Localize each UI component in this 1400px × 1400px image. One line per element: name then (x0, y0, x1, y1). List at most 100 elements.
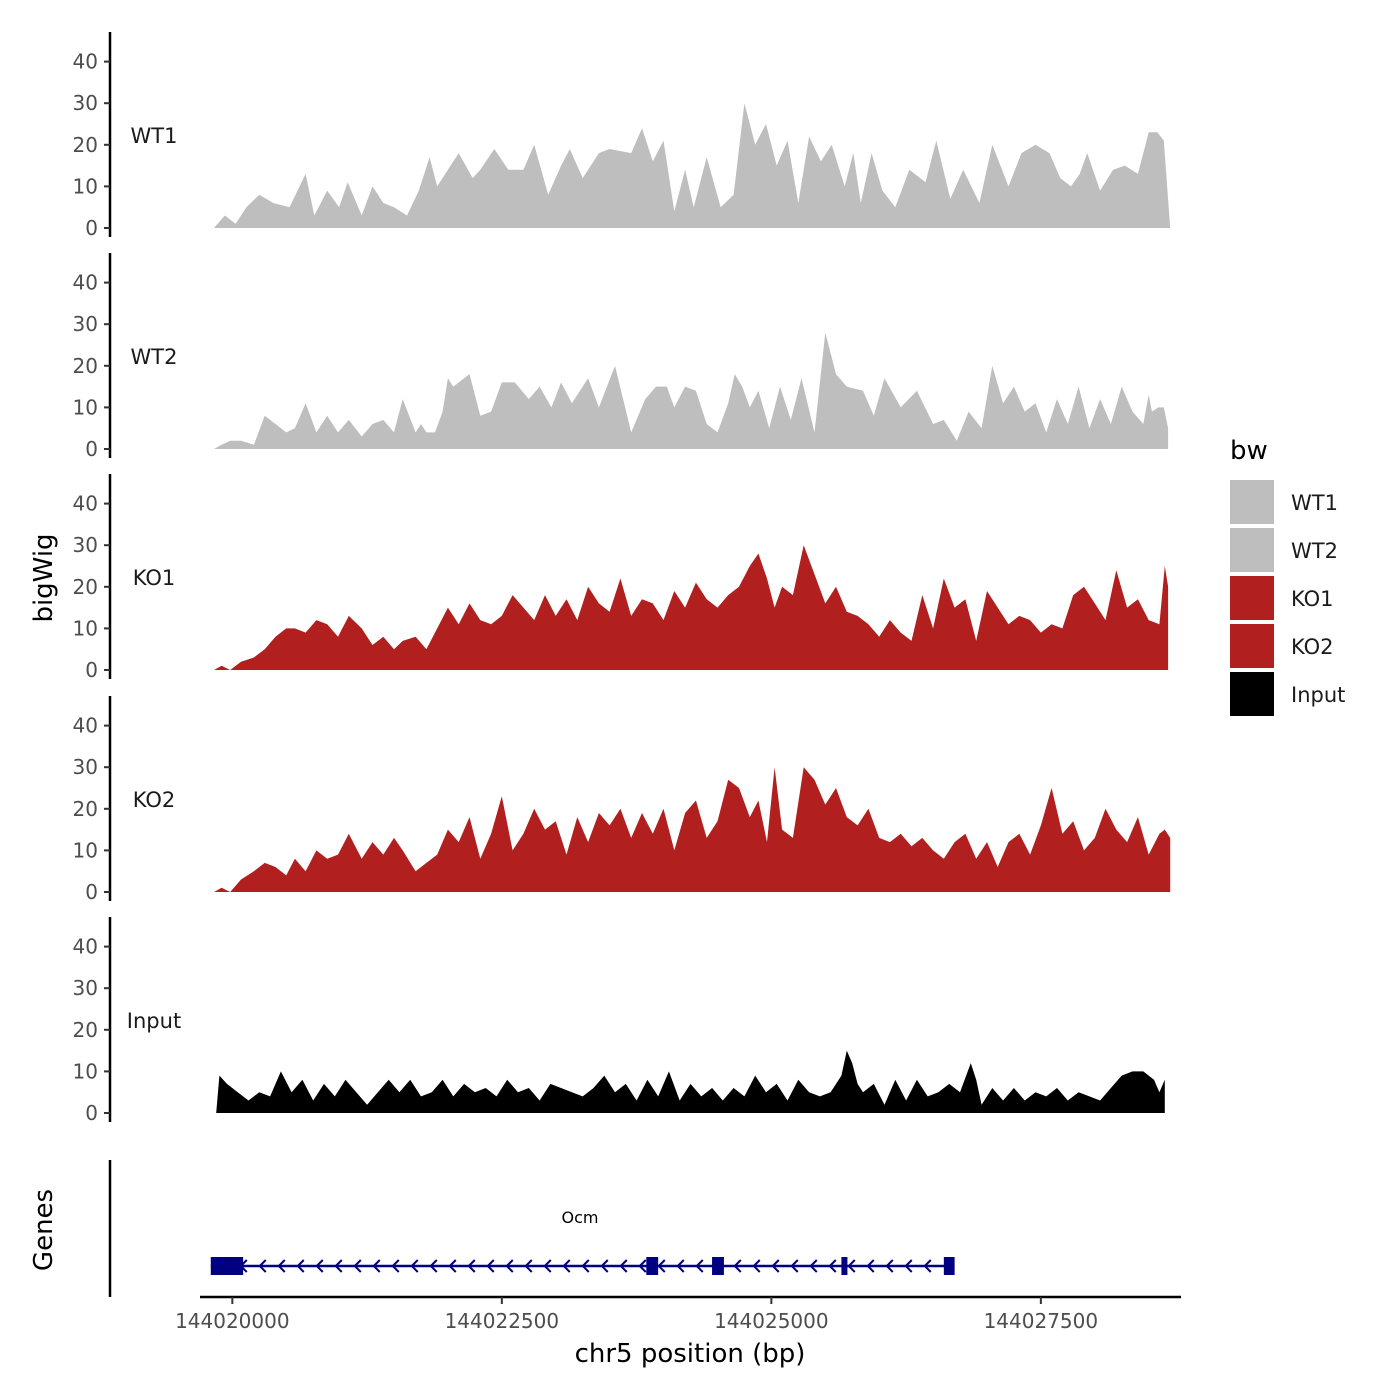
track-label: KO1 (133, 566, 176, 590)
gene-exon (943, 1257, 955, 1275)
strand-arrow (657, 1259, 666, 1273)
strand-arrow (315, 1259, 324, 1273)
legend-label: Input (1291, 683, 1345, 707)
y-tick-label: 30 (73, 976, 98, 1000)
strand-arrow (391, 1259, 400, 1273)
strand-arrow (771, 1259, 780, 1273)
legend-item-ko1: KO1 (1230, 576, 1334, 620)
legend-item-input: Input (1230, 672, 1345, 716)
track-panel-ko2: 0 10 20 30 40 KO2 (73, 696, 1171, 904)
strand-arrow (562, 1259, 571, 1273)
y-tick-label: 30 (73, 312, 98, 336)
track-panel-input: 0 10 20 30 40 Input (73, 917, 1165, 1125)
y-tick-label: 0 (85, 216, 98, 240)
legend-label: WT2 (1291, 539, 1338, 563)
strand-arrow (448, 1259, 457, 1273)
track-panel-ko1: 0 10 20 30 40 KO1 (73, 474, 1169, 682)
track-label: WT1 (131, 124, 178, 148)
strand-arrow (334, 1259, 343, 1273)
legend-title: bw (1230, 436, 1268, 466)
x-tick-label: 144020000 (175, 1309, 290, 1333)
genes-panel-title: Genes (29, 1189, 59, 1271)
y-tick-label: 20 (73, 797, 98, 821)
legend-item-ko2: KO2 (1230, 624, 1334, 668)
legend-swatch (1230, 576, 1274, 620)
strand-arrow (277, 1259, 286, 1273)
strand-arrow (505, 1259, 514, 1273)
strand-arrow (353, 1259, 362, 1273)
gene-exon (210, 1257, 244, 1275)
strand-arrow (638, 1259, 647, 1273)
y-tick-label: 40 (73, 271, 98, 295)
strand-arrow (790, 1259, 799, 1273)
y-tick-label: 20 (73, 1018, 98, 1042)
strand-arrow (429, 1259, 438, 1273)
gene-exon (712, 1257, 724, 1275)
strand-arrow (923, 1259, 932, 1273)
track-panel-wt1: 0 10 20 30 40 WT1 (73, 32, 1171, 240)
x-tick-label: 144027500 (984, 1309, 1099, 1333)
strand-arrow (581, 1259, 590, 1273)
y-tick-label: 40 (73, 714, 98, 738)
legend-item-wt1: WT1 (1230, 480, 1338, 524)
y-tick-label: 30 (73, 755, 98, 779)
strand-arrow (676, 1259, 685, 1273)
y-tick-label: 0 (85, 880, 98, 904)
strand-arrow (847, 1259, 856, 1273)
strand-arrow (543, 1259, 552, 1273)
strand-arrow (809, 1259, 818, 1273)
strand-arrow (733, 1259, 742, 1273)
y-tick-label: 10 (73, 1059, 98, 1083)
gene-name-label: Ocm (562, 1208, 599, 1227)
x-axis-title: chr5 position (bp) (575, 1339, 806, 1369)
y-tick-label: 10 (73, 616, 98, 640)
y-tick-label: 30 (73, 533, 98, 557)
strand-arrow (524, 1259, 533, 1273)
x-tick-label: 144025000 (714, 1309, 829, 1333)
strand-arrow (600, 1259, 609, 1273)
y-tick-label: 0 (85, 658, 98, 682)
track-label: WT2 (131, 345, 178, 369)
legend-swatch (1230, 480, 1274, 524)
strand-arrow (885, 1259, 894, 1273)
strand-arrow (486, 1259, 495, 1273)
signal-area-wt1 (214, 103, 1171, 228)
y-tick-label: 20 (73, 575, 98, 599)
legend: bw WT1 WT2 KO1 KO2 Input (1230, 436, 1345, 716)
signal-area-wt2 (214, 332, 1169, 449)
y-tick-label: 40 (73, 50, 98, 74)
legend-label: WT1 (1291, 491, 1338, 515)
strand-arrow (695, 1259, 704, 1273)
y-tick-label: 10 (73, 395, 98, 419)
y-tick-label: 0 (85, 1101, 98, 1125)
strand-arrow (828, 1259, 837, 1273)
y-tick-label: 40 (73, 935, 98, 959)
strand-arrow (372, 1259, 381, 1273)
y-tick-label: 30 (73, 91, 98, 115)
y-tick-label: 40 (73, 492, 98, 516)
legend-swatch (1230, 624, 1274, 668)
legend-swatch (1230, 528, 1274, 572)
track-label: Input (127, 1009, 181, 1033)
strand-arrow (619, 1259, 628, 1273)
x-tick-label: 144022500 (445, 1309, 560, 1333)
y-tick-label: 10 (73, 174, 98, 198)
y-tick-label: 10 (73, 838, 98, 862)
strand-arrow (258, 1259, 267, 1273)
strand-arrow (467, 1259, 476, 1273)
signal-area-input (216, 1050, 1165, 1113)
legend-label: KO1 (1291, 587, 1334, 611)
y-tick-label: 20 (73, 133, 98, 157)
strand-arrow (752, 1259, 761, 1273)
strand-arrow (410, 1259, 419, 1273)
y-tick-label: 0 (85, 437, 98, 461)
tracks-layer: 0 10 20 30 40 WT1 0 10 20 30 40 WT2 0 10 20 30 40 KO1 0 10 2… (73, 32, 1171, 1125)
strand-arrow (866, 1259, 875, 1273)
y-axis-title: bigWig (29, 533, 59, 622)
gene-panel: Ocm (108, 1160, 955, 1297)
legend-item-wt2: WT2 (1230, 528, 1338, 572)
strand-arrow (904, 1259, 913, 1273)
signal-area-ko1 (214, 545, 1169, 670)
track-panel-wt2: 0 10 20 30 40 WT2 (73, 253, 1169, 461)
